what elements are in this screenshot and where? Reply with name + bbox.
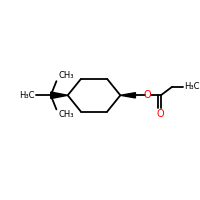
Text: O: O [144,90,151,100]
Polygon shape [120,93,135,98]
Text: CH₃: CH₃ [58,71,74,80]
Text: H₃C: H₃C [19,91,35,100]
Text: H₃C: H₃C [184,82,200,91]
Text: CH₃: CH₃ [58,110,74,119]
Polygon shape [51,92,68,99]
Text: O: O [156,109,164,119]
